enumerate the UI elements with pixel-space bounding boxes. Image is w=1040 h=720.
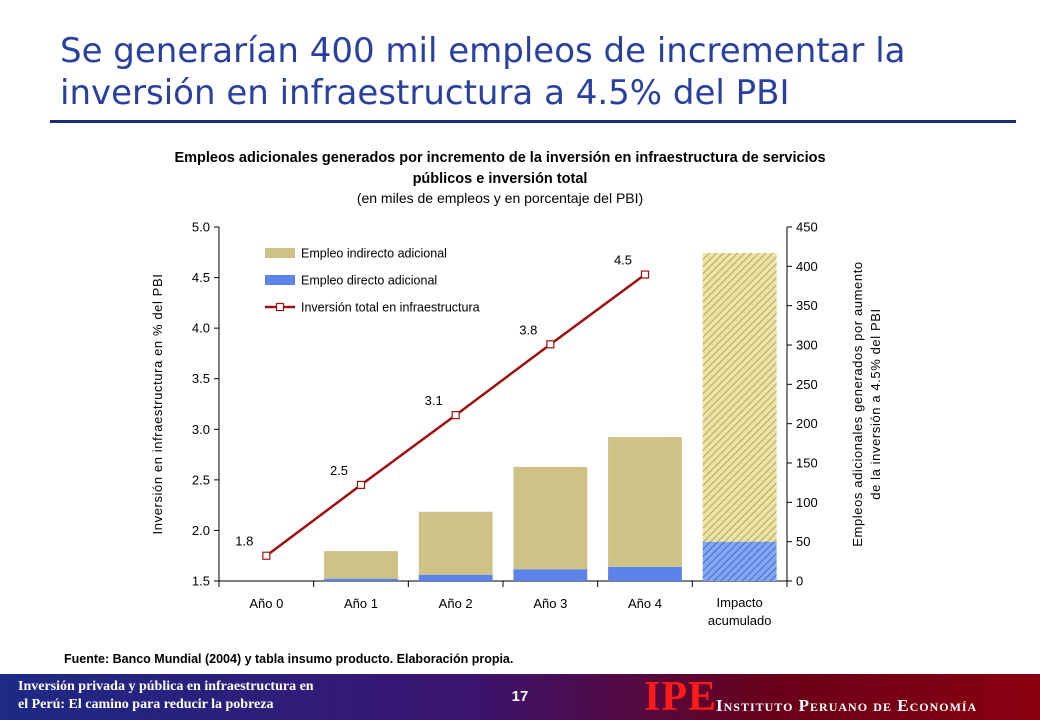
left-tick-label: 1.5 — [192, 574, 210, 589]
bar-indirect-employment — [324, 551, 398, 579]
bar-indirect-employment — [702, 252, 777, 542]
right-tick-label: 300 — [796, 338, 818, 353]
left-tick-label: 2.5 — [192, 472, 210, 487]
chart-axes: 5.0 4.5 4.0 3.5 3.0 2.5 2.0 1.5 450 400 350 300 250 2… — [150, 220, 883, 629]
legend-swatch-direct — [265, 275, 295, 285]
bar-indirect-employment — [513, 466, 588, 570]
right-tick-label: 0 — [796, 574, 803, 589]
chart-bars — [324, 252, 777, 581]
legend-swatch-marker — [275, 302, 285, 312]
x-category-label: Año 4 — [628, 596, 662, 611]
source-note: Fuente: Banco Mundial (2004) y tabla ins… — [64, 652, 514, 666]
investment-marker — [262, 551, 271, 560]
chart-title: Empleos adicionales generados por increm… — [174, 150, 826, 187]
legend-label-direct: Empleo directo adicional — [301, 274, 437, 288]
left-tick-label: 5.0 — [192, 220, 210, 235]
bar-indirect-employment — [418, 511, 493, 575]
bar-indirect-employment — [608, 437, 682, 567]
ipe-logo: IPE — [644, 674, 718, 720]
x-category-label: Año 0 — [249, 596, 283, 611]
footer-line-1: Inversión privada y pública en infraestr… — [18, 679, 314, 694]
x-category-label: Año 3 — [533, 596, 567, 611]
left-tick-label: 4.0 — [192, 321, 210, 336]
organization-name: Instituto Peruano de Economía — [716, 696, 978, 715]
footer-line-2: el Perú: El camino para reducir la pobre… — [18, 697, 274, 712]
investment-data-label: 4.5 — [614, 253, 632, 268]
page-number: 17 — [511, 688, 529, 705]
legend-label-line: Inversión total en infraestructura — [301, 301, 480, 315]
right-tick-label: 250 — [796, 377, 818, 392]
bar-direct-employment — [324, 578, 398, 581]
left-tick-label: 3.0 — [192, 422, 210, 437]
footer-presentation-title: Inversión privada y pública en infraestr… — [18, 678, 438, 714]
chart-subtitle: (en miles de empleos y en porcentaje del… — [356, 190, 644, 206]
left-tick-label: 4.5 — [192, 270, 210, 285]
x-category-label: acumulado — [708, 613, 772, 628]
investment-data-label: 2.5 — [330, 463, 348, 478]
left-tick-label: 2.0 — [192, 523, 210, 538]
right-tick-label: 350 — [796, 298, 818, 313]
x-category-label: Impacto — [717, 595, 763, 610]
investment-data-label: 3.8 — [519, 322, 537, 337]
right-tick-label: 400 — [796, 259, 818, 274]
bar-direct-employment — [702, 541, 777, 581]
right-tick-label: 100 — [796, 495, 818, 510]
right-axis-title: de la inversión a 4.5% del PBI — [868, 308, 883, 499]
x-category-label: Año 2 — [439, 596, 473, 611]
investment-marker — [451, 411, 460, 420]
right-tick-label: 50 — [796, 534, 810, 549]
legend-swatch-indirect — [265, 248, 295, 258]
bar-direct-employment — [418, 574, 493, 581]
right-tick-label: 150 — [796, 456, 818, 471]
x-category-label: Año 1 — [344, 596, 378, 611]
right-axis-title: Empleos adicionales generados por aument… — [850, 261, 865, 547]
investment-marker — [640, 270, 650, 279]
legend-label-indirect: Empleo indirecto adicional — [301, 247, 447, 261]
chart-line — [262, 270, 650, 560]
chart-labels: 1.8 2.5 3.1 3.8 4.5 — [235, 253, 632, 549]
right-tick-label: 200 — [796, 416, 818, 431]
left-axis-title: Inversión en infraestructura en % del PB… — [150, 274, 165, 535]
bar-direct-employment — [608, 566, 682, 581]
slide-title: Se generarían 400 mil empleos de increme… — [60, 31, 906, 113]
investment-marker — [546, 340, 555, 349]
bar-direct-employment — [513, 569, 588, 581]
title-divider — [50, 120, 1016, 123]
left-tick-label: 3.5 — [192, 371, 210, 386]
investment-data-label: 1.8 — [235, 534, 253, 549]
chart-legend: Empleo indirecto adicional Empleo directo… — [265, 247, 480, 315]
footer-bar — [0, 674, 1040, 720]
investment-marker — [356, 480, 366, 490]
right-tick-label: 450 — [796, 220, 818, 235]
investment-data-label: 3.1 — [425, 393, 443, 408]
